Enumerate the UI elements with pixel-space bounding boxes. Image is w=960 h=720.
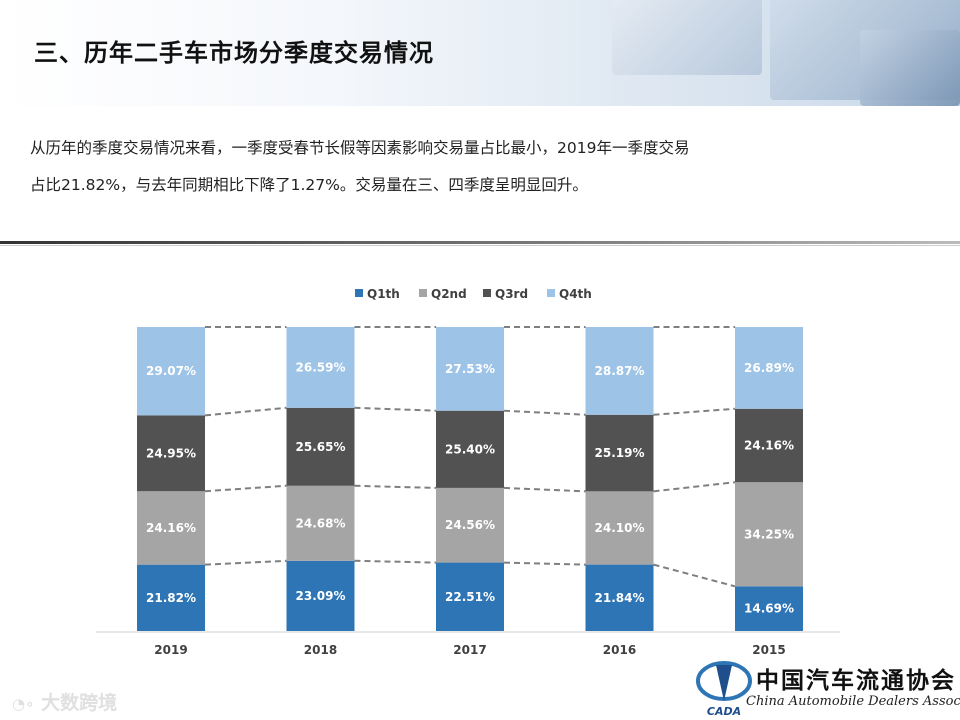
legend-swatch-q4th <box>547 289 555 297</box>
connector-line-q1th <box>503 561 586 566</box>
data-label-2017-q1th: 22.51% <box>445 590 495 604</box>
data-label-2017-q4th: 27.53% <box>445 362 495 376</box>
section-divider-shadow <box>0 245 960 246</box>
bar-2015-q2nd <box>735 482 803 587</box>
bar-2016-q2nd <box>585 491 654 565</box>
x-axis-ticks: 2019 2018 2017 2016 2015 <box>154 643 785 657</box>
legend-label-q2nd: Q2nd <box>431 287 467 301</box>
chart-legend: Q1th Q2nd Q3rd Q4th <box>355 287 592 301</box>
bar-2019-q1th <box>137 564 205 631</box>
data-label-2016-q4th: 28.87% <box>595 364 645 378</box>
chart-bars: 21.82% 24.16% 24.95% 29.07% 23.09% 24.68% 25.6… <box>137 326 803 631</box>
x-tick-label-2017: 2017 <box>453 643 486 657</box>
data-label-2018-q4th: 26.59% <box>296 360 346 374</box>
bar-2016-q1th <box>585 564 654 631</box>
data-label-2015-q2nd: 34.25% <box>744 527 794 541</box>
logo-mark-text: CADA <box>707 705 741 718</box>
data-label-2019-q4th: 29.07% <box>146 364 196 378</box>
connector-line-q3rd <box>503 409 586 416</box>
data-label-2018-q2nd: 24.68% <box>296 516 346 530</box>
data-label-2019-q3rd: 24.95% <box>146 446 196 460</box>
x-tick-label-2016: 2016 <box>603 643 636 657</box>
bar-2016-q3rd <box>585 414 654 492</box>
data-label-2016-q1th: 21.84% <box>595 591 645 605</box>
bar-2017-q3rd <box>436 410 504 488</box>
connector-line-q3rd <box>653 407 736 416</box>
description-line-1: 从历年的季度交易情况来看，一季度受春节长假等因素影响交易量占比最小，2019年一… <box>30 139 690 157</box>
connector-line-q3rd <box>204 406 287 417</box>
bar-2018-q4th <box>286 326 355 408</box>
description-line-2: 占比21.82%，与去年同期相比下降了1.27%。交易量在三、四季度呈明显回升。 <box>30 176 588 194</box>
connector-line-q2nd <box>354 484 437 489</box>
data-label-2015-q3rd: 24.16% <box>744 438 794 452</box>
stacked-bar-chart: Q1th Q2nd Q3rd Q4th 21.82% 24.16% 24.95% 29.07… <box>96 287 840 657</box>
bar-2017-q1th <box>436 562 504 631</box>
connector-line-q2nd <box>653 481 736 493</box>
legend-label-q4th: Q4th <box>559 287 592 301</box>
bar-2016-q4th <box>585 327 654 415</box>
bar-2019-q2nd <box>137 491 205 565</box>
bar-2017-q2nd <box>436 487 504 563</box>
bar-2018-q1th <box>286 560 355 631</box>
connector-line-q1th <box>354 559 437 564</box>
data-label-2019-q1th: 21.82% <box>146 591 196 605</box>
connector-line-q1th <box>204 559 287 566</box>
section-divider <box>0 241 960 244</box>
bar-2015-q4th <box>735 327 803 409</box>
x-tick-label-2019: 2019 <box>154 643 187 657</box>
data-label-2015-q4th: 26.89% <box>744 361 794 375</box>
x-tick-label-2018: 2018 <box>304 643 337 657</box>
legend-label-q1th: Q1th <box>367 287 400 301</box>
description: 从历年的季度交易情况来看，一季度受春节长假等因素影响交易量占比最小，2019年一… <box>30 130 890 204</box>
bar-2019-q4th <box>137 327 205 416</box>
cada-logo: CADA 中国汽车流通协会 China Automobile Dealers A… <box>694 655 960 720</box>
series-connector-lines <box>204 326 736 588</box>
page-title: 三、历年二手车市场分季度交易情况 <box>34 39 434 67</box>
connector-line-q3rd <box>354 406 437 412</box>
header-banner <box>0 0 960 106</box>
data-label-2015-q1th: 14.69% <box>744 602 794 616</box>
connector-line-q1th <box>653 563 736 588</box>
legend-swatch-q3rd <box>483 289 491 297</box>
watermark: ◔∘ 大数跨境 <box>12 688 117 715</box>
data-label-2018-q3rd: 25.65% <box>296 440 346 454</box>
watermark-icon: ◔∘ <box>12 695 35 713</box>
data-label-2018-q1th: 23.09% <box>296 589 346 603</box>
legend-swatch-q2nd <box>419 289 427 297</box>
cada-emblem-icon: CADA <box>696 661 752 718</box>
watermark-text: 大数跨境 <box>41 692 118 714</box>
data-label-2019-q2nd: 24.16% <box>146 521 196 535</box>
connector-line-q2nd <box>503 486 586 493</box>
x-tick-label-2015: 2015 <box>752 643 785 657</box>
connector-line-q2nd <box>204 484 287 493</box>
logo-english-name: China Automobile Dealers Association <box>746 694 960 709</box>
data-label-2017-q2nd: 24.56% <box>445 518 495 532</box>
bar-2019-q3rd <box>137 415 205 492</box>
bar-2017-q4th <box>436 327 504 411</box>
data-label-2016-q3rd: 25.19% <box>595 446 645 460</box>
data-label-2016-q2nd: 24.10% <box>595 521 645 535</box>
data-label-2017-q3rd: 25.40% <box>445 442 495 456</box>
legend-swatch-q1th <box>355 289 363 297</box>
logo-chinese-name: 中国汽车流通协会 <box>756 667 956 694</box>
bar-2015-q3rd <box>735 408 803 483</box>
bar-2015-q1th <box>735 586 803 631</box>
legend-label-q3rd: Q3rd <box>495 287 528 301</box>
bar-2018-q2nd <box>286 485 355 561</box>
bar-2018-q3rd <box>286 407 355 486</box>
